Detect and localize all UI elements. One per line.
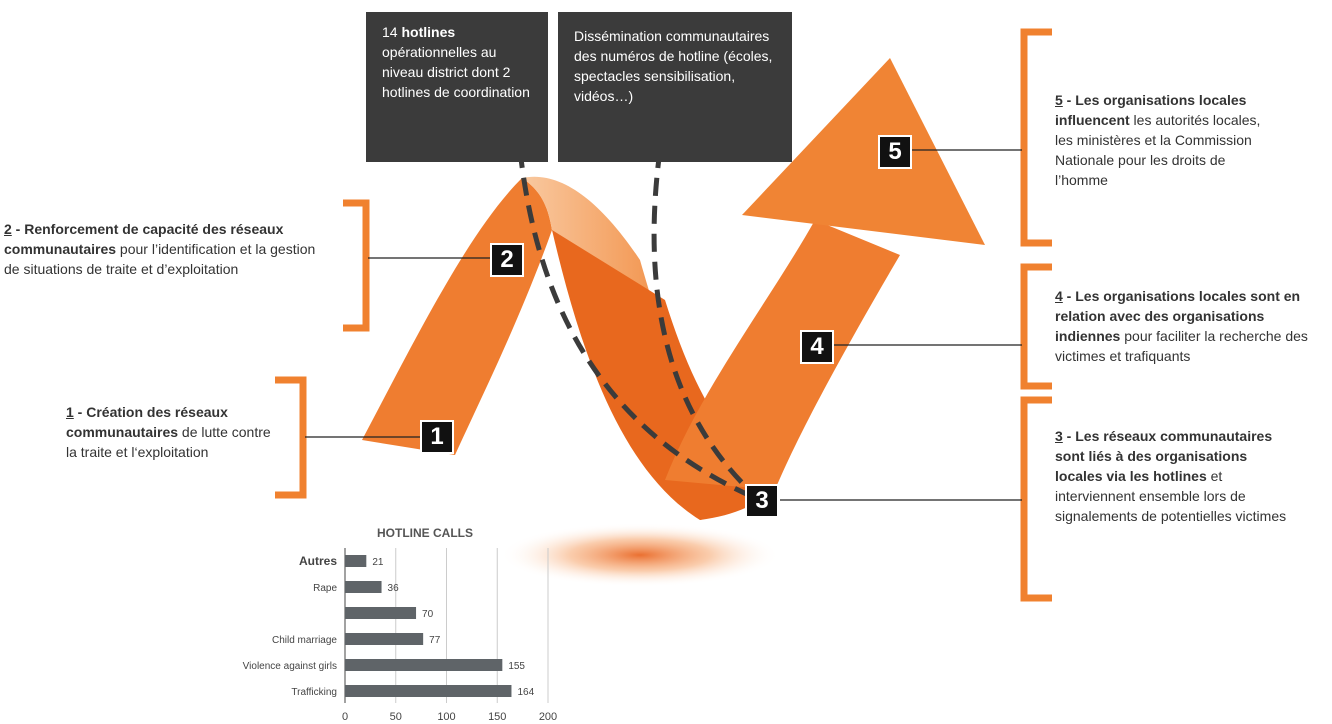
step-marker: 4	[800, 330, 834, 364]
y-tick-label: Rape	[313, 583, 337, 594]
value-label: 164	[517, 687, 534, 698]
x-tick-label: 150	[488, 711, 506, 723]
step-text: 5 - Les organisations locales influencen…	[1055, 90, 1265, 190]
y-tick-label: Child marriage	[272, 635, 337, 646]
step-rest: pour faciliter la recherche des victimes…	[1055, 328, 1308, 364]
step-text: 4 - Les organisations locales sont en re…	[1055, 286, 1330, 366]
bar	[345, 685, 512, 697]
ribbon	[362, 178, 552, 455]
box-bold: hotlines	[401, 24, 456, 40]
step-number: 5	[1055, 92, 1063, 108]
step-lead: - Les organisations locales influencent	[1055, 92, 1247, 128]
ribbon	[665, 220, 900, 490]
info-box: Dissémination communautaires des numéros…	[558, 12, 792, 162]
step-marker: 5	[878, 135, 912, 169]
connectors	[305, 149, 1022, 501]
box-text: opérationnelles au niveau district dont …	[382, 44, 530, 100]
y-tick-label: Violence against girls	[243, 661, 337, 672]
step-number: 4	[1055, 288, 1063, 304]
value-label: 155	[508, 661, 525, 672]
step-lead: - Les réseaux communautaires sont liés à…	[1055, 428, 1273, 484]
step-marker: 2	[490, 243, 524, 277]
value-label: 70	[422, 609, 434, 620]
step-rest: et interviennent ensemble lors de signal…	[1055, 468, 1287, 524]
step-text: 2 - Renforcement de capacité des réseaux…	[4, 219, 334, 279]
step-text: 3 - Les réseaux communautaires sont liés…	[1055, 426, 1295, 526]
step-number: 2	[4, 221, 12, 237]
chart-title: HOTLINE CALLS	[377, 526, 473, 540]
y-tick-label: Autres	[299, 554, 337, 568]
bar	[345, 607, 417, 619]
step-rest: les autorités locales, les ministères et…	[1055, 112, 1261, 188]
step-lead: - Renforcement de capacité des réseaux c…	[4, 221, 284, 257]
brackets	[275, 28, 1052, 602]
step-marker: 1	[420, 420, 454, 454]
box-text: 14	[382, 24, 402, 40]
step-lead: - Les organisations locales sont en rela…	[1055, 288, 1301, 344]
step-number: 1	[66, 404, 74, 420]
dashed-path	[517, 149, 761, 503]
shadow	[500, 523, 780, 587]
bar	[345, 581, 382, 593]
value-label: 21	[372, 557, 384, 568]
dashed-path	[651, 149, 762, 502]
step-number: 3	[1055, 428, 1063, 444]
arrow-head	[742, 58, 985, 245]
bar	[345, 555, 367, 567]
x-tick-label: 0	[342, 711, 348, 723]
value-label: 36	[388, 583, 400, 594]
hotline-chart: HOTLINE CALLS 0 50 100 150 200 21 Autres 36 Rape 7…	[243, 526, 558, 723]
step-rest: pour l’identification et la gestion de s…	[4, 241, 316, 277]
info-box: 14 hotlines opérationnelles au niveau di…	[366, 12, 548, 162]
x-tick-label: 200	[539, 711, 557, 723]
step-rest: de lutte contre la traite et l‘exploitat…	[66, 424, 271, 460]
step-text: 1 - Création des réseaux communautaires …	[66, 402, 271, 462]
y-tick-label: Trafficking	[291, 687, 337, 698]
bar	[345, 659, 503, 671]
box-text: Dissémination communautaires des numéros…	[574, 28, 773, 104]
x-tick-label: 50	[390, 711, 402, 723]
step-marker: 3	[745, 484, 779, 518]
bar	[345, 633, 424, 645]
x-tick-label: 100	[437, 711, 455, 723]
step-lead: - Création des réseaux communautaires	[66, 404, 228, 440]
value-label: 77	[429, 635, 441, 646]
